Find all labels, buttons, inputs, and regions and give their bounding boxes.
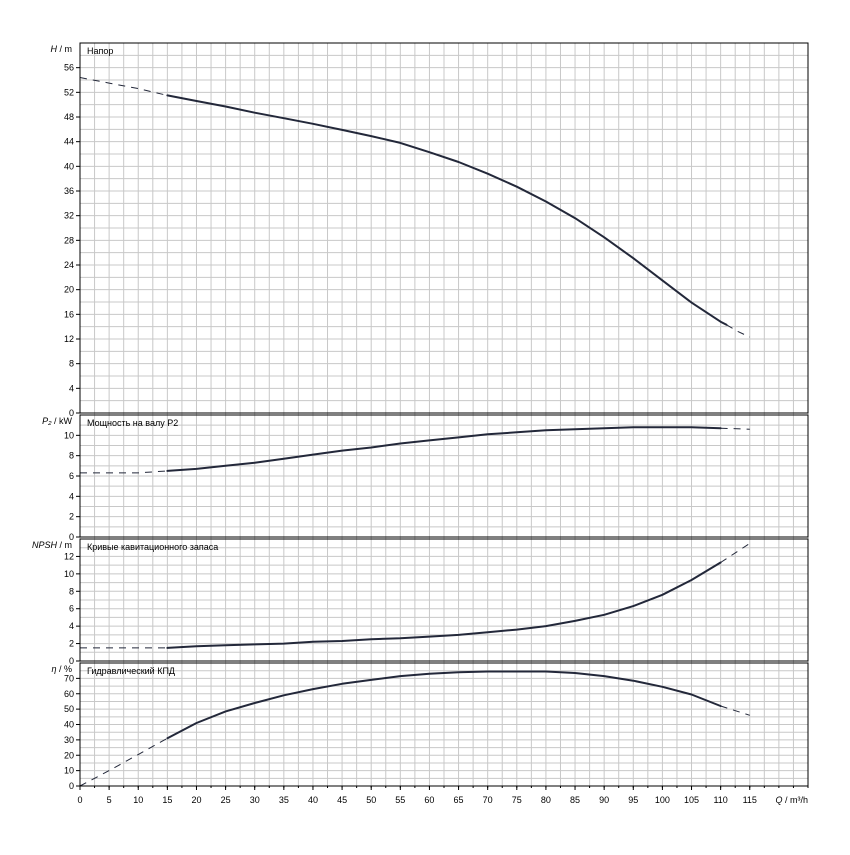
efficiency-y-tick-label: 40 xyxy=(64,720,74,730)
x-tick-label: 65 xyxy=(454,795,464,805)
head-curve-dashed-start xyxy=(79,77,168,96)
efficiency-y-tick-label: 50 xyxy=(64,704,74,714)
efficiency-y-tick-label: 10 xyxy=(64,766,74,776)
npsh-y-tick-label: 12 xyxy=(64,551,74,561)
npsh-y-tick-label: 4 xyxy=(69,621,74,631)
head-y-tick-label: 28 xyxy=(64,235,74,245)
head-y-tick-label: 4 xyxy=(69,383,74,393)
head-y-tick-label: 52 xyxy=(64,87,74,97)
head-y-tick-label: 0 xyxy=(69,408,74,418)
x-tick-label: 10 xyxy=(133,795,143,805)
npsh-y-tick-label: 8 xyxy=(69,586,74,596)
curve-layer xyxy=(79,77,751,787)
head-y-tick-label: 44 xyxy=(64,137,74,147)
head-y-tick-label: 20 xyxy=(64,285,74,295)
efficiency-y-tick-label: 20 xyxy=(64,750,74,760)
head-y-tick-label: 24 xyxy=(64,260,74,270)
head-y-tick-label: 36 xyxy=(64,186,74,196)
npsh-y-tick-label: 10 xyxy=(64,569,74,579)
x-tick-label: 80 xyxy=(541,795,551,805)
head-y-tick-label: 16 xyxy=(64,309,74,319)
head-y-tick-label: 56 xyxy=(64,63,74,73)
x-tick-label: 55 xyxy=(395,795,405,805)
power-y-tick-label: 2 xyxy=(69,512,74,522)
x-tick-label: 35 xyxy=(279,795,289,805)
npsh-curve-dashed-end xyxy=(720,542,751,563)
power-y-tick-label: 10 xyxy=(64,430,74,440)
power-curve-dashed-end xyxy=(720,427,750,430)
efficiency-curve-dashed-start xyxy=(79,737,168,787)
power-curve-dashed-start xyxy=(80,470,168,474)
x-tick-label: 25 xyxy=(221,795,231,805)
x-tick-label: 90 xyxy=(599,795,609,805)
efficiency-y-axis-label: η / % xyxy=(51,664,72,674)
efficiency-curve xyxy=(166,670,722,740)
head-curve-dashed-end xyxy=(726,324,751,338)
npsh-y-tick-label: 6 xyxy=(69,604,74,614)
npsh-y-tick-label: 2 xyxy=(69,639,74,649)
efficiency-panel-title: Гидравлический КПД xyxy=(87,666,175,676)
npsh-y-tick-label: 0 xyxy=(69,656,74,666)
head-panel-title: Напор xyxy=(87,46,113,56)
x-tick-label: 70 xyxy=(483,795,493,805)
x-tick-label: 60 xyxy=(424,795,434,805)
x-tick-label: 0 xyxy=(77,795,82,805)
power-y-tick-label: 4 xyxy=(69,491,74,501)
power-y-tick-label: 0 xyxy=(69,532,74,542)
head-y-tick-label: 32 xyxy=(64,211,74,221)
npsh-panel-frame xyxy=(79,538,809,662)
power-panel-frame xyxy=(79,414,809,538)
head-curve xyxy=(166,94,728,326)
x-tick-label: 100 xyxy=(655,795,670,805)
x-tick-label: 20 xyxy=(191,795,201,805)
x-tick-label: 95 xyxy=(628,795,638,805)
power-y-axis-label: P₂ / kW xyxy=(42,416,72,426)
efficiency-y-tick-label: 0 xyxy=(69,781,74,791)
efficiency-y-tick-label: 70 xyxy=(64,673,74,683)
x-tick-label: 50 xyxy=(366,795,376,805)
x-tick-label: 40 xyxy=(308,795,318,805)
x-tick-label: 30 xyxy=(250,795,260,805)
x-tick-label: 15 xyxy=(162,795,172,805)
efficiency-y-tick-label: 30 xyxy=(64,735,74,745)
head-y-tick-label: 40 xyxy=(64,161,74,171)
x-axis-label: Q / m³/h xyxy=(775,795,808,805)
head-y-axis-label: H / m xyxy=(51,44,73,54)
head-y-tick-label: 12 xyxy=(64,334,74,344)
x-tick-label: 45 xyxy=(337,795,347,805)
x-tick-label: 115 xyxy=(743,795,757,805)
npsh-curve xyxy=(166,561,722,649)
x-tick-label: 110 xyxy=(713,795,727,805)
power-panel-title: Мощность на валу P2 xyxy=(87,418,178,428)
x-tick-label: 85 xyxy=(570,795,580,805)
efficiency-y-tick-label: 60 xyxy=(64,689,74,699)
power-y-tick-label: 6 xyxy=(69,471,74,481)
power-y-tick-label: 8 xyxy=(69,451,74,461)
npsh-panel-title: Кривые кавитационного запаса xyxy=(87,542,218,552)
x-tick-label: 5 xyxy=(107,795,112,805)
x-tick-label: 105 xyxy=(684,795,699,805)
head-panel-frame xyxy=(79,42,809,414)
npsh-y-axis-label: NPSH / m xyxy=(32,540,72,550)
x-tick-label: 75 xyxy=(512,795,522,805)
head-y-tick-label: 8 xyxy=(69,359,74,369)
head-y-tick-label: 48 xyxy=(64,112,74,122)
frame-layer xyxy=(76,42,809,790)
efficiency-curve-dashed-end xyxy=(720,705,750,716)
power-curve xyxy=(166,426,722,472)
